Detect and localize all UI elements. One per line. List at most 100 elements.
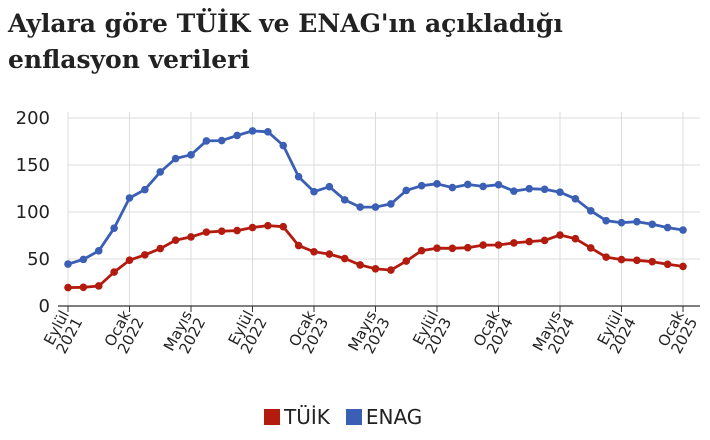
data-point-tuik	[294, 241, 303, 250]
data-point-tuik	[233, 226, 241, 235]
data-point-tuik	[64, 283, 72, 292]
data-point-enag	[125, 194, 134, 202]
data-point-enag	[340, 196, 349, 204]
data-point-tuik	[279, 222, 288, 231]
data-point-enag	[202, 137, 211, 145]
legend-swatch-enag	[345, 409, 362, 425]
data-point-enag	[79, 255, 88, 264]
data-point-enag	[356, 203, 364, 211]
data-point-tuik	[417, 246, 426, 255]
data-point-enag	[510, 187, 518, 195]
data-point-enag	[141, 185, 149, 194]
data-point-tuik	[387, 266, 395, 274]
chart-title: Aylara göre TÜİK ve ENAG'ın açıkladığı e…	[8, 6, 698, 78]
data-point-tuik	[463, 243, 472, 252]
y-tick-label: 50	[27, 249, 50, 270]
data-point-tuik	[402, 257, 411, 265]
y-tick-label: 150	[16, 155, 50, 176]
data-point-tuik	[633, 256, 641, 265]
data-point-enag	[617, 218, 626, 227]
data-point-tuik	[571, 234, 580, 243]
x-tick-label: Ocak2022	[101, 307, 148, 356]
data-point-tuik	[525, 237, 534, 246]
data-point-tuik	[494, 241, 503, 249]
data-point-enag	[387, 200, 395, 208]
data-point-enag	[494, 180, 503, 189]
data-point-tuik	[479, 241, 487, 249]
data-point-tuik	[586, 244, 595, 252]
data-point-enag	[433, 180, 441, 188]
data-point-tuik	[556, 231, 564, 239]
data-point-enag	[94, 247, 103, 255]
data-point-enag	[64, 260, 72, 268]
data-point-enag	[233, 131, 241, 140]
legend-swatch-tuik	[264, 409, 280, 425]
data-point-enag	[633, 217, 641, 226]
data-point-enag	[586, 206, 595, 215]
data-point-tuik	[125, 256, 134, 265]
data-point-tuik	[79, 283, 88, 292]
data-point-tuik	[171, 236, 180, 244]
legend-item-tuik[interactable]: TÜİK	[264, 405, 330, 429]
y-tick-label: 0	[39, 296, 50, 317]
data-point-tuik	[602, 253, 610, 261]
x-tick-label: Ocak2024	[470, 307, 517, 356]
legend-item-enag[interactable]: ENAG	[345, 405, 423, 429]
data-point-tuik	[156, 244, 165, 253]
data-point-enag	[602, 216, 610, 225]
data-point-enag	[371, 203, 380, 211]
data-point-tuik	[648, 257, 657, 266]
data-point-tuik	[325, 250, 334, 258]
data-point-tuik	[217, 227, 226, 235]
data-point-enag	[648, 220, 657, 229]
data-point-enag	[310, 187, 318, 196]
data-point-tuik	[264, 221, 272, 230]
data-point-tuik	[356, 261, 364, 269]
data-point-enag	[110, 224, 118, 232]
legend: TÜİK ENAG	[264, 402, 422, 432]
x-tick-label: Ocak2023	[285, 307, 332, 356]
data-point-tuik	[187, 233, 195, 241]
data-point-enag	[248, 127, 257, 135]
data-point-enag	[325, 182, 334, 191]
data-point-tuik	[540, 236, 549, 245]
x-tick-label: Eylül2024	[593, 308, 640, 357]
x-tick-label: Mayıs2023	[344, 307, 393, 361]
data-point-enag	[479, 182, 487, 191]
data-point-tuik	[679, 262, 687, 271]
series	[64, 127, 687, 292]
data-point-tuik	[448, 244, 457, 253]
data-point-enag	[663, 223, 672, 232]
data-point-enag	[187, 151, 195, 159]
data-point-enag	[156, 168, 165, 176]
data-point-tuik	[617, 255, 626, 264]
data-point-enag	[279, 141, 288, 150]
data-point-tuik	[248, 223, 257, 232]
x-tick-label: Mayıs2022	[160, 307, 209, 361]
data-point-tuik	[371, 264, 380, 273]
chart-title-line-2: enflasyon verileri	[8, 45, 250, 74]
data-point-enag	[571, 195, 580, 203]
data-point-tuik	[433, 244, 441, 252]
data-point-enag	[540, 185, 549, 194]
x-tick-label: Eylül2022	[224, 308, 271, 357]
chart-title-line-1: Aylara göre TÜİK ve ENAG'ın açıkladığı	[8, 9, 563, 38]
data-point-tuik	[310, 247, 318, 256]
data-point-enag	[556, 188, 564, 196]
data-point-tuik	[110, 268, 118, 276]
data-point-enag	[679, 226, 687, 234]
data-point-enag	[448, 183, 457, 192]
data-point-enag	[171, 154, 180, 163]
data-point-tuik	[663, 260, 672, 269]
data-point-enag	[217, 136, 226, 145]
x-tick-label: Eylül2023	[408, 308, 455, 357]
x-tick-label: Ocak2025	[654, 307, 701, 356]
data-point-tuik	[141, 251, 149, 259]
data-point-enag	[264, 128, 272, 136]
data-point-tuik	[94, 282, 103, 290]
data-point-tuik	[510, 239, 518, 247]
data-point-enag	[463, 180, 472, 189]
legend-label-enag: ENAG	[365, 405, 423, 429]
